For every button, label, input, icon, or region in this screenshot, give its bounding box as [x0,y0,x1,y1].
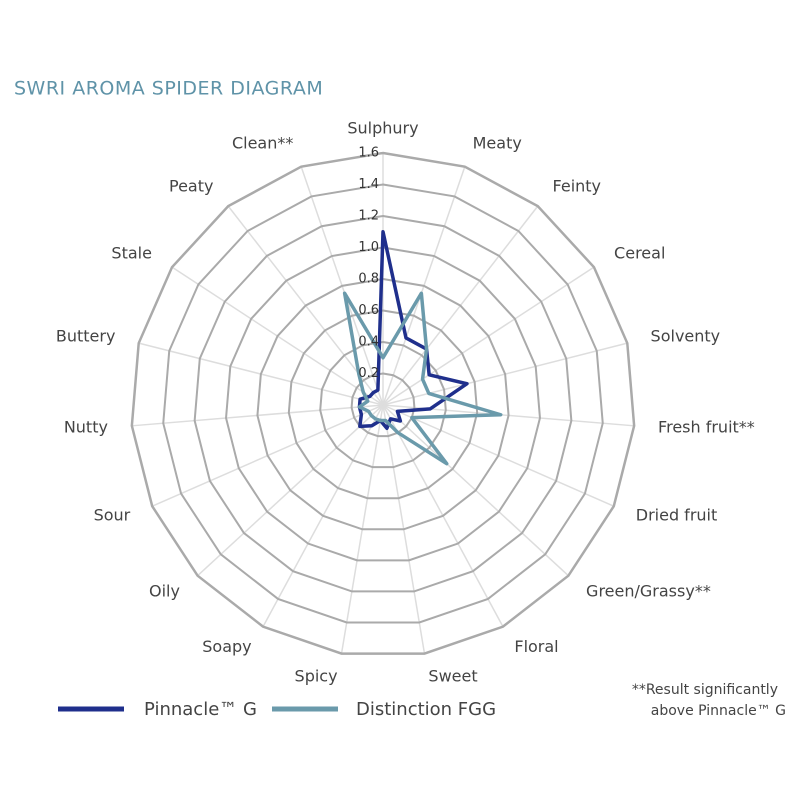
y-tick-label: 1.6 [358,146,379,161]
category-label: Soapy [202,637,251,656]
category-label: Feinty [553,177,602,196]
category-label: Green/Grassy** [586,581,711,600]
grid-ring [256,277,510,531]
grid-ring [350,372,416,438]
grid [130,151,636,655]
category-label: Floral [514,637,558,656]
category-label: Fresh fruit** [658,417,755,436]
y-tick-label: 0.2 [358,366,379,381]
footnote: above Pinnacle™ G [651,703,786,719]
y-tick-label: 0.4 [358,335,379,350]
legend-label: Pinnacle™ G [144,699,257,720]
series-line [342,291,503,466]
category-label: Clean** [232,133,293,152]
category-label: Peaty [169,177,213,196]
y-tick-label: 1.0 [358,240,379,255]
grid-ring [162,183,604,624]
grid-ring [287,309,479,500]
grid-ring [130,151,636,655]
category-label: Sour [94,505,131,524]
y-tick-label: 1.2 [358,209,379,224]
series-line [357,230,469,431]
y-tick-label: 0.8 [358,272,379,287]
category-label: Stale [111,244,152,263]
footnote: **Result significantly [632,682,778,698]
grid-ring [319,340,447,469]
category-label: Spicy [295,667,338,686]
category-label: Sulphury [347,119,418,138]
category-label: Oily [149,581,180,600]
plot [342,230,503,466]
category-label: Buttery [56,327,116,346]
category-label: Dried fruit [636,505,718,524]
category-label: Sweet [428,667,477,686]
category-label: Nutty [64,417,108,436]
y-tick-label: 0.6 [358,303,379,318]
chart-title: SWRI AROMA SPIDER DIAGRAM [14,78,323,100]
category-label: Solventy [651,327,721,346]
category-label: Meaty [473,133,522,152]
grid-ring [225,246,541,562]
category-label: Cereal [614,244,665,263]
legend-label: Distinction FGG [356,699,496,720]
y-tick-label: 1.4 [358,177,379,192]
grid-ring [193,214,573,593]
